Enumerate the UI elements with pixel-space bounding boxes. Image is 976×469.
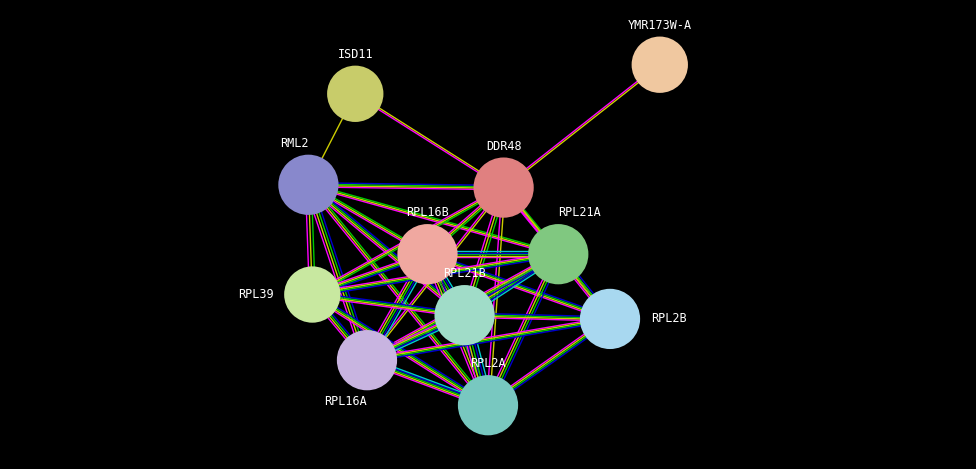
Text: RPL2A: RPL2A [470, 357, 506, 371]
Ellipse shape [285, 267, 340, 322]
Ellipse shape [581, 290, 639, 348]
Ellipse shape [459, 376, 517, 434]
Ellipse shape [529, 225, 588, 283]
Text: DDR48: DDR48 [486, 140, 521, 153]
Text: RPL21B: RPL21B [443, 267, 486, 280]
Text: RPL16B: RPL16B [406, 206, 449, 219]
Text: RPL21A: RPL21A [558, 206, 601, 219]
Text: RPL2B: RPL2B [651, 312, 687, 325]
Ellipse shape [279, 156, 338, 214]
Ellipse shape [435, 286, 494, 344]
Text: ISD11: ISD11 [338, 48, 373, 61]
Ellipse shape [328, 67, 383, 121]
Text: RML2: RML2 [280, 137, 308, 150]
Ellipse shape [632, 38, 687, 92]
Ellipse shape [474, 159, 533, 217]
Text: YMR173W-A: YMR173W-A [628, 19, 692, 32]
Text: RPL39: RPL39 [237, 288, 273, 301]
Text: RPL16A: RPL16A [324, 395, 367, 408]
Ellipse shape [338, 331, 396, 389]
Ellipse shape [398, 225, 457, 283]
